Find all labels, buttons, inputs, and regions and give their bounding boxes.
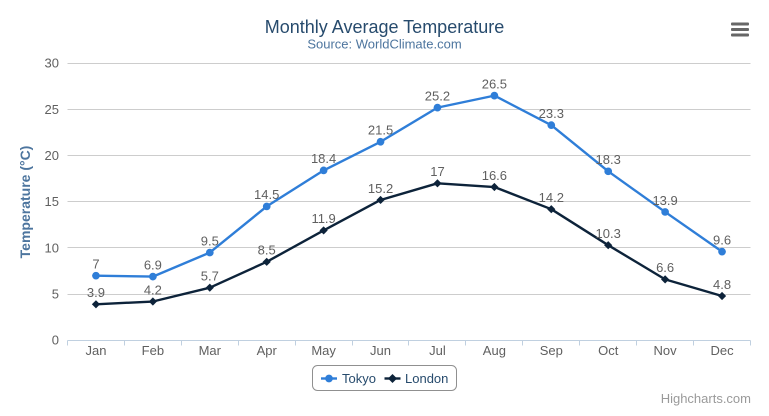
- svg-text:8.5: 8.5: [258, 243, 276, 258]
- svg-text:14.2: 14.2: [539, 190, 564, 205]
- svg-text:0: 0: [52, 333, 59, 348]
- svg-text:Aug: Aug: [483, 343, 506, 358]
- svg-text:25.2: 25.2: [425, 88, 450, 103]
- svg-text:15: 15: [45, 194, 59, 209]
- svg-text:7: 7: [92, 256, 99, 271]
- svg-text:16.6: 16.6: [482, 168, 507, 183]
- svg-text:18.4: 18.4: [311, 151, 336, 166]
- svg-text:5: 5: [52, 286, 59, 301]
- svg-text:15.2: 15.2: [368, 181, 393, 196]
- svg-text:5.7: 5.7: [201, 268, 219, 283]
- svg-text:Nov: Nov: [654, 343, 678, 358]
- svg-text:6.6: 6.6: [656, 260, 674, 275]
- svg-text:17: 17: [430, 164, 444, 179]
- svg-text:Monthly Average Temperature: Monthly Average Temperature: [265, 17, 504, 37]
- svg-text:10: 10: [45, 240, 59, 255]
- svg-text:Tokyo: Tokyo: [342, 371, 376, 386]
- svg-text:30: 30: [45, 56, 59, 71]
- svg-text:9.5: 9.5: [201, 233, 219, 248]
- svg-text:Mar: Mar: [199, 343, 222, 358]
- svg-text:14.5: 14.5: [254, 187, 279, 202]
- svg-text:4.8: 4.8: [713, 277, 731, 292]
- svg-text:25: 25: [45, 102, 59, 117]
- svg-text:6.9: 6.9: [144, 257, 162, 272]
- svg-text:Temperature (°C): Temperature (°C): [17, 146, 33, 259]
- svg-text:Sep: Sep: [540, 343, 563, 358]
- svg-text:Highcharts.com: Highcharts.com: [661, 391, 751, 406]
- svg-text:Feb: Feb: [142, 343, 164, 358]
- svg-text:Oct: Oct: [598, 343, 619, 358]
- svg-text:10.3: 10.3: [596, 226, 621, 241]
- svg-text:4.2: 4.2: [144, 282, 162, 297]
- svg-text:21.5: 21.5: [368, 123, 393, 138]
- svg-text:Jun: Jun: [370, 343, 391, 358]
- svg-text:13.9: 13.9: [652, 193, 677, 208]
- svg-text:May: May: [311, 343, 336, 358]
- svg-text:9.6: 9.6: [713, 232, 731, 247]
- svg-text:26.5: 26.5: [482, 76, 507, 91]
- svg-text:Source: WorldClimate.com: Source: WorldClimate.com: [307, 37, 461, 52]
- svg-text:Dec: Dec: [710, 343, 734, 358]
- svg-text:20: 20: [45, 148, 59, 163]
- svg-text:11.9: 11.9: [311, 211, 335, 226]
- svg-text:London: London: [405, 371, 448, 386]
- svg-text:Apr: Apr: [257, 343, 278, 358]
- svg-text:18.3: 18.3: [596, 152, 621, 167]
- svg-text:Jul: Jul: [429, 343, 446, 358]
- svg-text:Jan: Jan: [85, 343, 106, 358]
- svg-text:3.9: 3.9: [87, 285, 105, 300]
- svg-text:23.3: 23.3: [539, 106, 564, 121]
